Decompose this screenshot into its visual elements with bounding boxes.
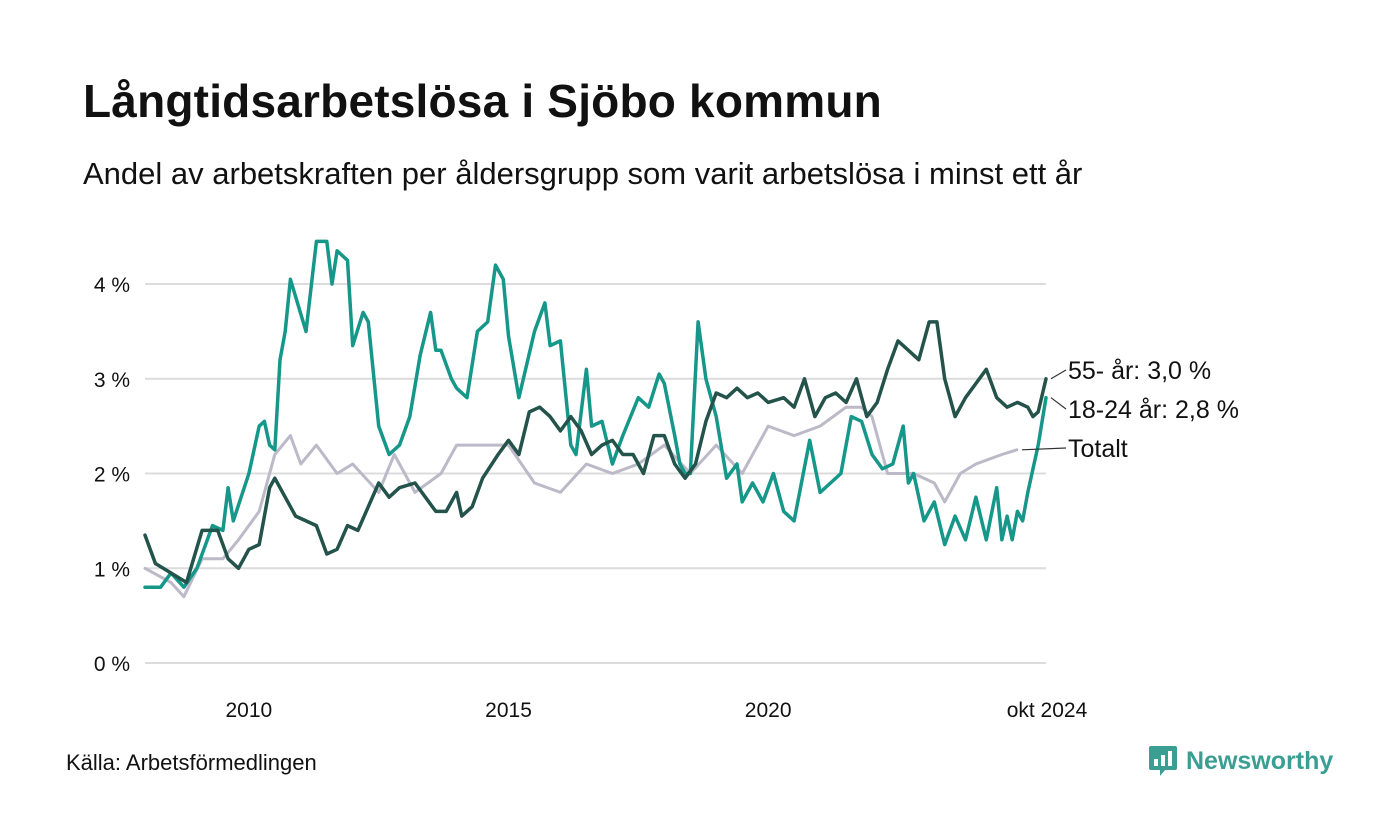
- brand-name: Newsworthy: [1186, 746, 1334, 775]
- leader-line-totalt: [1021, 447, 1067, 451]
- x-tick-label: 2020: [745, 699, 792, 722]
- leader-line-55-: [1050, 369, 1067, 380]
- end-labels: 55- år: 3,0 % 18-24 år: 2,8 % Totalt: [1021, 357, 1239, 463]
- x-tick-label: 2010: [226, 699, 273, 722]
- series-line-totalt: [143, 405, 1019, 599]
- series-lines: [143, 239, 1048, 599]
- y-tick-label: 0 %: [94, 653, 130, 676]
- y-tick-label: 4 %: [94, 274, 130, 297]
- line-chart: 0 % 1 % 2 % 3 % 4 % 2010 2015 2020 okt 2024 55-…: [94, 239, 1239, 722]
- y-tick-label: 3 %: [94, 369, 130, 392]
- y-tick-label: 1 %: [94, 558, 130, 581]
- end-label-totalt: Totalt: [1068, 435, 1128, 463]
- y-tick-label: 2 %: [94, 464, 130, 487]
- x-tick-label: 2015: [485, 699, 532, 722]
- x-axis-ticks: 2010 2015 2020 okt 2024: [226, 699, 1088, 722]
- leader-line-18-24: [1050, 397, 1067, 410]
- source-note: Källa: Arbetsförmedlingen: [66, 750, 317, 775]
- series-line-55-: [143, 320, 1048, 585]
- chart-title: Långtidsarbetslösa i Sjöbo kommun: [83, 75, 882, 127]
- series-line-18-24: [143, 239, 1048, 589]
- newsworthy-logo-icon: [1149, 746, 1177, 776]
- end-label-18-24: 18-24 år: 2,8 %: [1068, 396, 1239, 424]
- x-tick-label: okt 2024: [1007, 699, 1088, 722]
- end-label-55-: 55- år: 3,0 %: [1068, 357, 1211, 385]
- brand: Newsworthy: [1148, 744, 1333, 778]
- chart-subtitle: Andel av arbetskraften per åldersgrupp s…: [83, 156, 1083, 191]
- y-axis-ticks: 0 % 1 % 2 % 3 % 4 %: [94, 274, 130, 676]
